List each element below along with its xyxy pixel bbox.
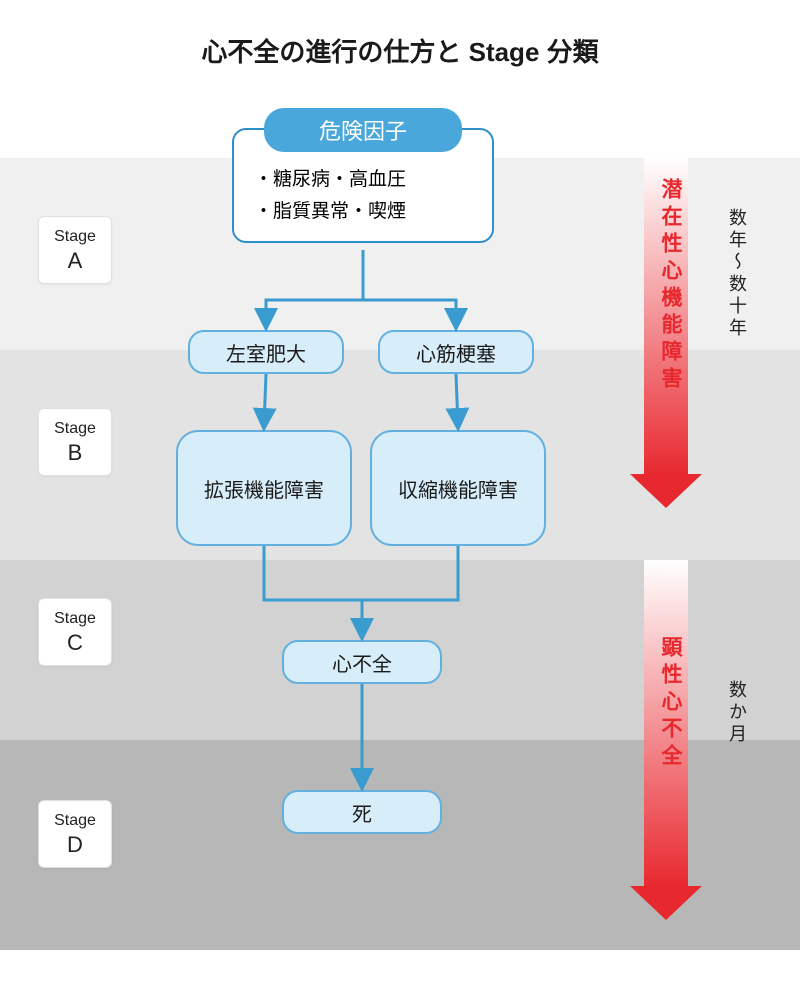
progress-label-upper: 潜在性心機能障害 [655, 178, 685, 394]
stage-word: Stage [54, 812, 96, 829]
node-diastolic: 拡張機能障害 [176, 430, 352, 546]
stage-letter: D [39, 832, 111, 858]
node-hf: 心不全 [282, 640, 442, 684]
node-mi: 心筋梗塞 [378, 330, 534, 374]
progress-arrowhead-lower [630, 886, 702, 920]
duration-upper: 数年～数十年 [724, 208, 750, 340]
stage-label-a: Stage A [38, 216, 112, 284]
page-title: 心不全の進行の仕方と Stage 分類 [0, 0, 800, 69]
duration-lower: 数か月 [724, 680, 750, 746]
risk-list: ・糖尿病・高血圧 ・脂質異常・喫煙 [234, 154, 492, 241]
stage-letter: B [39, 440, 111, 466]
stage-word: Stage [54, 420, 96, 437]
progress-arrowhead-upper [630, 474, 702, 508]
stage-word: Stage [54, 228, 96, 245]
node-lvh: 左室肥大 [188, 330, 344, 374]
node-death: 死 [282, 790, 442, 834]
stage-letter: A [39, 248, 111, 274]
risk-factor-box: 危険因子・糖尿病・高血圧 ・脂質異常・喫煙 [232, 128, 494, 243]
progress-label-lower: 顕性心不全 [655, 636, 685, 771]
stage-label-d: Stage D [38, 800, 112, 868]
node-systolic: 収縮機能障害 [370, 430, 546, 546]
stage-label-b: Stage B [38, 408, 112, 476]
stage-word: Stage [54, 610, 96, 627]
risk-header: 危険因子 [264, 108, 462, 152]
stage-letter: C [39, 630, 111, 656]
stage-label-c: Stage C [38, 598, 112, 666]
